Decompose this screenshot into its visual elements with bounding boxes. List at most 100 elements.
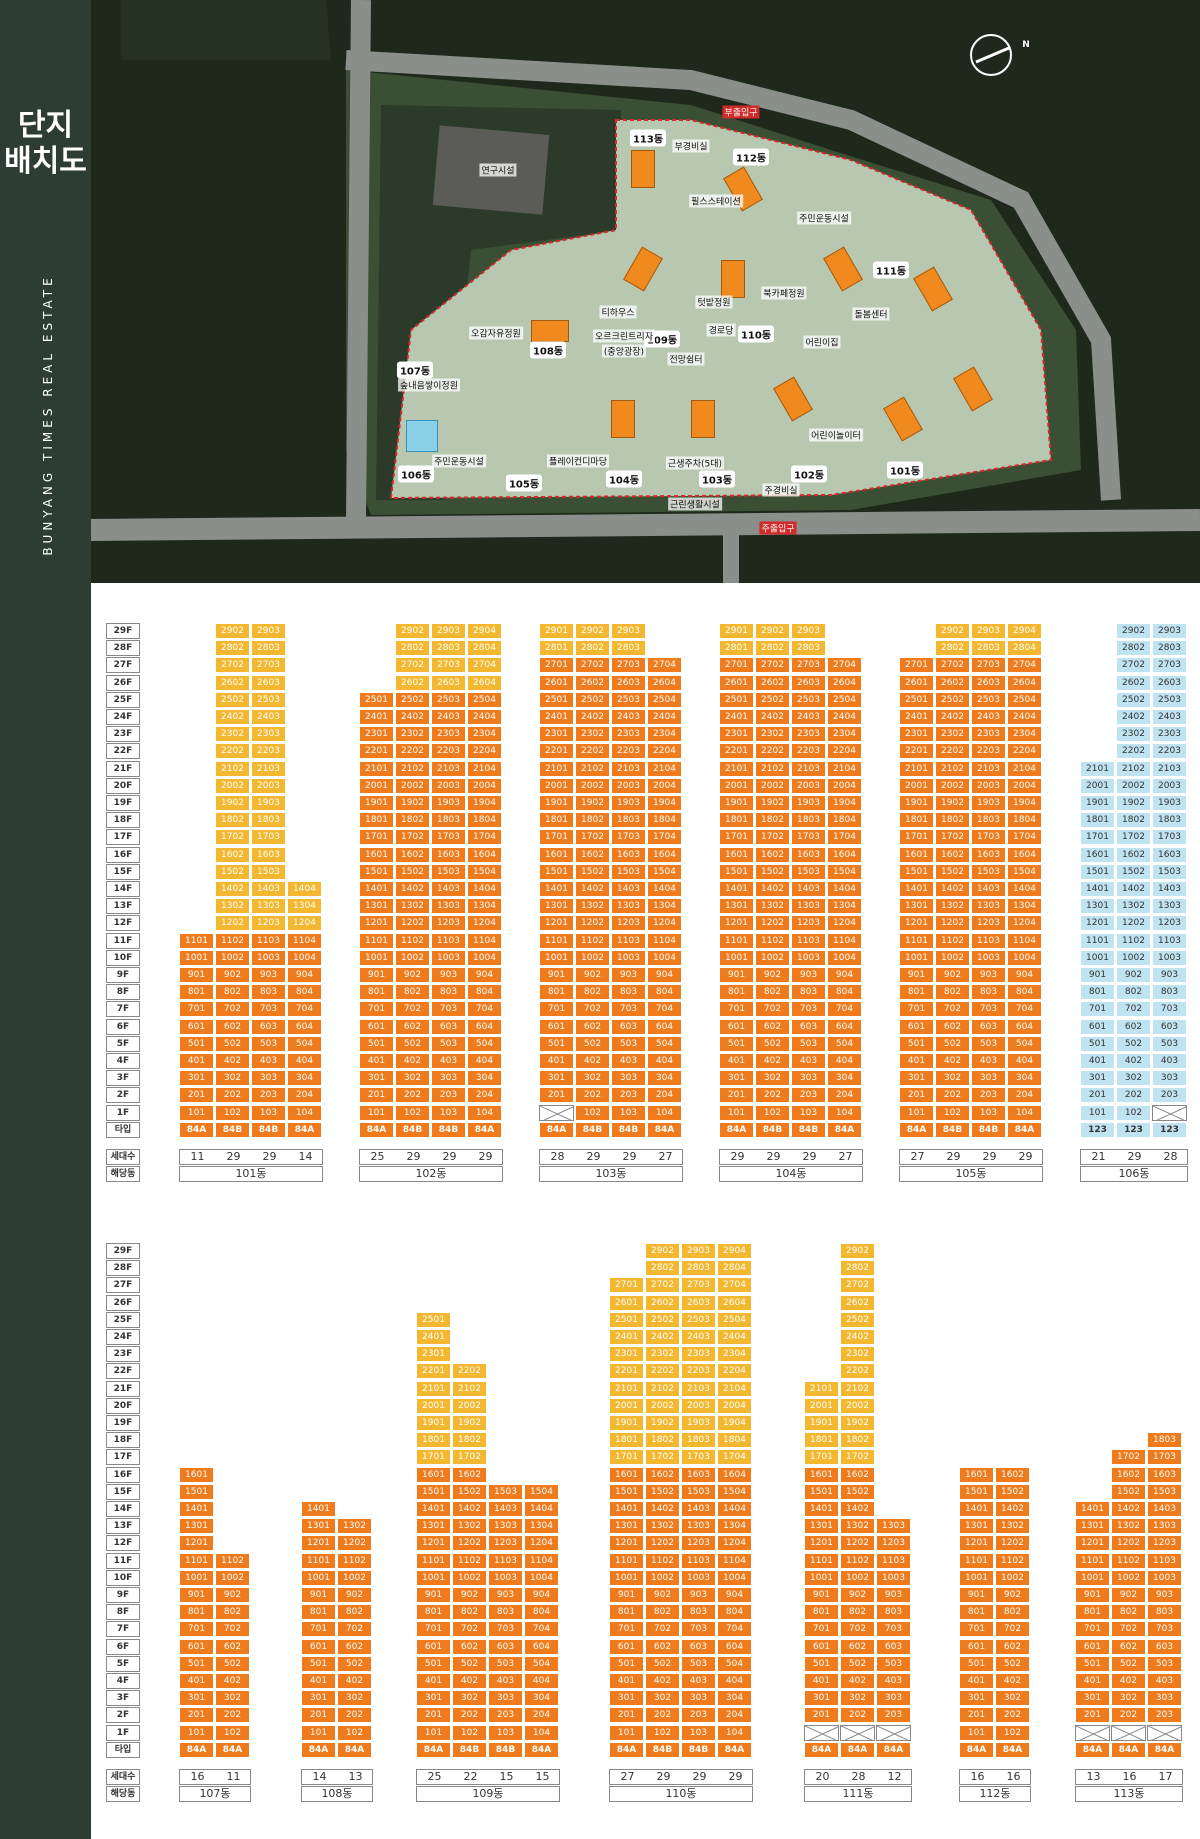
building-block	[406, 420, 438, 452]
unit-cell: 301	[1075, 1690, 1110, 1707]
unit-cell: 1201	[959, 1535, 994, 1552]
unit-cell: 1204	[1007, 915, 1042, 932]
unit-cell: 1102	[755, 932, 790, 949]
unit-cell: 501	[301, 1655, 336, 1672]
unit-cell: 2102	[1116, 760, 1151, 777]
unit-type-cell: 84B	[452, 1741, 487, 1758]
unit-cell: 1004	[1007, 949, 1042, 966]
unit-cell: 1001	[416, 1569, 451, 1586]
household-count: 25	[427, 1770, 442, 1783]
household-count: 14	[312, 1770, 327, 1783]
unit-cell: 904	[647, 967, 682, 983]
unit-cell: 1803	[431, 812, 466, 829]
unit-cell: 2504	[647, 691, 682, 708]
unit-cell: 602	[645, 1638, 680, 1655]
unit-cell: 1502	[1116, 863, 1151, 880]
unit-cell: 2103	[431, 760, 466, 777]
building-label: 105동	[505, 474, 543, 492]
unit-cell: 1201	[609, 1535, 644, 1552]
unit-cell: 1801	[416, 1432, 451, 1449]
unit-cell: 501	[1075, 1655, 1110, 1672]
unit-cell: 1003	[791, 949, 826, 966]
unit-cell: 201	[959, 1707, 994, 1724]
unit-cell: 1301	[539, 898, 574, 915]
unit-cell: 1602	[935, 846, 970, 863]
unit-cell: 1503	[971, 863, 1006, 880]
unit-cell: 2302	[575, 726, 610, 743]
unit-cell: 1001	[899, 949, 934, 966]
unit-cell: 2804	[467, 640, 502, 657]
unit-cell: 202	[755, 1087, 790, 1104]
unit-cell: 1601	[719, 846, 754, 863]
unit-cell: 2502	[935, 691, 970, 708]
unit-cell: 2402	[395, 709, 430, 725]
unit-cell: 403	[876, 1673, 911, 1689]
unit-cell: 2803	[791, 640, 826, 657]
unit-cell: 2402	[935, 709, 970, 725]
unit-cell: 903	[1147, 1587, 1182, 1603]
unit-cell: 2301	[359, 726, 394, 743]
unit-cell: 902	[215, 1587, 250, 1603]
household-count: 29	[478, 1150, 493, 1163]
unit-cell: 2802	[645, 1260, 680, 1277]
unit-type-cell: 84A	[804, 1741, 839, 1758]
unit-cell: 2204	[467, 743, 502, 760]
unit-cell: 1701	[719, 829, 754, 846]
unit-cell: 1203	[1152, 915, 1187, 932]
floor-label: 14F	[106, 881, 140, 897]
unit-cell: 2303	[681, 1346, 716, 1363]
unit-cell: 202	[215, 1707, 250, 1724]
unit-cell: 901	[1080, 967, 1115, 983]
unit-cell: 502	[935, 1035, 970, 1052]
building-block	[691, 400, 715, 438]
unit-cell: 1101	[179, 932, 214, 949]
unit-cell: 103	[251, 1104, 286, 1121]
unit-cell: 202	[215, 1087, 250, 1104]
unit-cell: 2102	[645, 1380, 680, 1397]
unit-cell: 102	[1116, 1104, 1151, 1121]
household-count: 16	[1122, 1770, 1137, 1783]
unit-cell: 2602	[395, 674, 430, 691]
unit-cell: 1502	[755, 863, 790, 880]
unit-cell: 1401	[359, 881, 394, 897]
unit-cell: 804	[827, 984, 862, 1001]
unit-type-cell: 84A	[647, 1121, 682, 1138]
unit-cell: 402	[840, 1673, 875, 1689]
unit-type-cell: 123	[1080, 1121, 1115, 1138]
unit-cell: 2504	[467, 691, 502, 708]
unit-cell: 1203	[611, 915, 646, 932]
unit-cell: 204	[717, 1707, 752, 1724]
unit-cell: 2201	[719, 743, 754, 760]
unit-cell: 1002	[337, 1569, 372, 1586]
floor-label: 2F	[106, 1087, 140, 1104]
unit-cell: 1204	[647, 915, 682, 932]
unit-cell: 1003	[488, 1569, 523, 1586]
unit-cell: 1802	[1116, 812, 1151, 829]
unit-cell: 1001	[959, 1569, 994, 1586]
unit-cell: 2703	[791, 657, 826, 674]
unit-cell: 202	[995, 1707, 1030, 1724]
floor-label: 7F	[106, 1621, 140, 1638]
unit-cell: 1104	[1007, 932, 1042, 949]
facility-label: 근린생활시설	[668, 497, 722, 511]
unit-cell: 2402	[575, 709, 610, 725]
household-count-box: 28 29 29 27	[539, 1149, 683, 1165]
floor-label: 21F	[106, 760, 140, 777]
unit-cell: 1802	[840, 1432, 875, 1449]
unit-cell: 701	[359, 1001, 394, 1018]
unit-cell: 1904	[467, 795, 502, 811]
unit-cell: 2002	[755, 777, 790, 794]
unit-cell: 2701	[609, 1277, 644, 1294]
unit-cell: 1202	[452, 1535, 487, 1552]
unit-cell: 102	[755, 1104, 790, 1121]
unit-cell: 1602	[840, 1466, 875, 1483]
unit-cell: 2301	[609, 1346, 644, 1363]
unit-cell: 902	[215, 967, 250, 983]
unit-cell: 1003	[1147, 1569, 1182, 1586]
unit-cell: 402	[755, 1053, 790, 1069]
floor-label: 3F	[106, 1690, 140, 1707]
floor-label: 27F	[106, 657, 140, 674]
page-title: 단지 배치도	[0, 108, 91, 180]
empty-unit-cell	[1152, 1104, 1187, 1121]
unit-cell: 2904	[1007, 623, 1042, 639]
